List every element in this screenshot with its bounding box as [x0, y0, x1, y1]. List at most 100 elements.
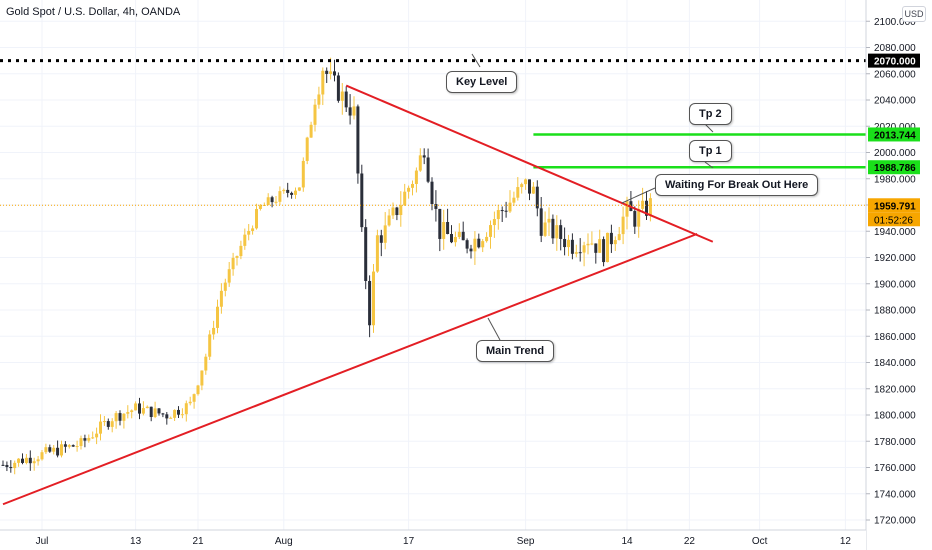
candle-body [60, 444, 63, 456]
candle-body [71, 445, 75, 447]
callout-pointer [704, 161, 714, 169]
candle-body [352, 106, 356, 116]
candle-body [598, 239, 602, 253]
candle-body [453, 236, 457, 243]
candle-body [52, 447, 56, 452]
candle-body [297, 187, 301, 191]
candle-body [161, 413, 165, 415]
callout-pointer [704, 123, 714, 133]
y-tick-label: 1880.000 [874, 306, 916, 317]
candle-body [508, 202, 512, 212]
candle-body [40, 452, 44, 460]
candle-body [578, 252, 582, 254]
candle-body [570, 239, 574, 254]
candle-body [582, 245, 586, 253]
candle-body [590, 243, 594, 245]
candle-body [356, 106, 360, 174]
x-tick-label: 22 [684, 536, 696, 547]
callout-pointer [487, 317, 501, 341]
candle-body [305, 137, 309, 161]
candle-body [594, 243, 598, 253]
candle-body [309, 124, 313, 138]
candle-body [173, 409, 177, 418]
candle-body [301, 160, 305, 188]
candle-body [602, 239, 606, 263]
candle-body [368, 280, 372, 326]
candle-body [145, 406, 149, 409]
candle-body [403, 191, 407, 206]
candle-body [442, 222, 446, 239]
candle-body [9, 467, 13, 469]
y-tick-label: 1980.000 [874, 174, 916, 185]
y-tick-label: 1900.000 [874, 279, 916, 290]
candle-body [102, 421, 106, 423]
candle-body [512, 197, 516, 203]
y-tick-label: 2060.000 [874, 69, 916, 80]
candle-body [531, 186, 535, 194]
candle-body [543, 222, 547, 236]
trend-drawings [0, 53, 866, 506]
candle-body [32, 461, 36, 464]
countdown-label: 01:52:26 [874, 215, 913, 226]
target-price-label: 1988.786 [874, 163, 916, 174]
candle-body [169, 417, 173, 419]
candle-body [239, 245, 243, 257]
candle-body [555, 225, 559, 239]
y-tick-label: 1780.000 [874, 437, 916, 448]
candle-body [110, 421, 114, 427]
candle-body [500, 210, 504, 212]
candle-body [165, 414, 169, 419]
candle-body [270, 197, 274, 203]
candle-body [637, 208, 641, 227]
candle-body [520, 184, 524, 188]
price-scale[interactable] [866, 0, 932, 530]
candle-body [395, 207, 399, 216]
candle-body [153, 408, 157, 417]
candle-body [528, 179, 531, 194]
candle-body [325, 70, 329, 74]
key-level-price-label: 2070.000 [874, 57, 916, 68]
candle-body [122, 413, 126, 421]
y-tick-label: 1940.000 [874, 227, 916, 238]
callout-pointer [471, 53, 481, 68]
candle-body [399, 205, 403, 216]
candle-body [317, 94, 321, 105]
candle-body [535, 186, 539, 209]
time-scale[interactable] [0, 530, 866, 550]
candle-body [539, 208, 543, 236]
candle-body [348, 107, 352, 116]
candle-body [149, 406, 153, 417]
tp2-callout: Tp 2 [689, 103, 732, 125]
currency-button[interactable]: USD [902, 6, 926, 22]
candle-body [67, 445, 71, 447]
trend-line [2, 232, 698, 506]
candle-body [391, 207, 395, 216]
candle-body [586, 243, 590, 246]
candle-body [114, 413, 118, 422]
candle-body [177, 409, 180, 415]
candle-body [344, 91, 348, 108]
candle-body [212, 327, 216, 335]
candle-body [63, 444, 67, 447]
candle-body [617, 234, 621, 241]
candle-body [426, 157, 430, 182]
candle-body [375, 235, 379, 272]
candle-body [469, 248, 473, 252]
main-trend-callout: Main Trend [476, 340, 555, 362]
price-labels: 2070.000 2013.744 1988.786 1959.791 01:52:26 [868, 53, 920, 227]
candle-body [188, 401, 192, 404]
candle-body [648, 198, 652, 216]
candle-body [83, 438, 87, 441]
y-tick-label: 1740.000 [874, 489, 916, 500]
candle-body [180, 414, 184, 416]
candle-body [290, 192, 294, 195]
candle-body [17, 458, 21, 463]
candle-body [231, 257, 235, 270]
candle-body [204, 356, 208, 371]
candle-body [130, 410, 134, 413]
candle-body [407, 187, 411, 192]
candle-body [547, 218, 551, 223]
y-axis-ticks: 1720.000 1740.000 1760.000 1780.000 1800.000… [866, 17, 916, 527]
x-tick-label: 14 [621, 536, 633, 547]
